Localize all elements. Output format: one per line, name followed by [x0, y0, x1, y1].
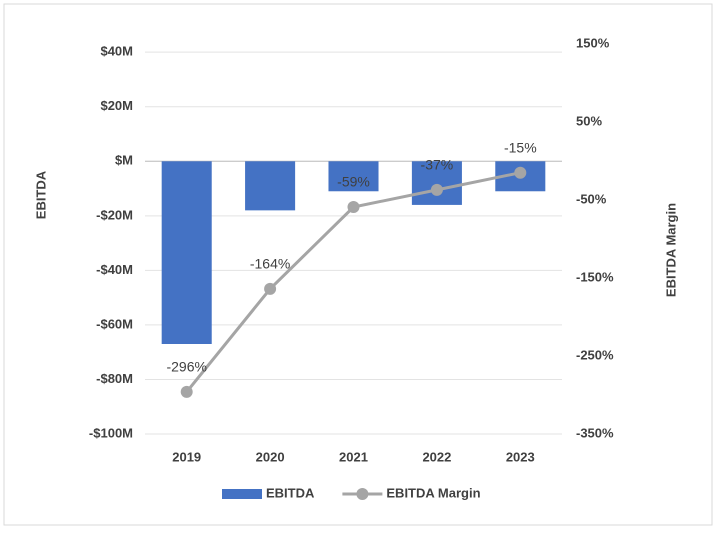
legend-label: EBITDA Margin [386, 485, 480, 500]
y2-axis-title: EBITDA Margin [663, 203, 678, 297]
y2-tick-label: -150% [576, 269, 614, 284]
y-tick-label: $40M [100, 44, 133, 59]
marker [347, 201, 360, 214]
data-label: -296% [166, 359, 206, 375]
bar [411, 161, 462, 205]
y-tick-label: -$100M [89, 425, 133, 440]
data-label: -164% [250, 256, 290, 272]
y-tick-label: -$80M [96, 371, 133, 386]
x-tick-label: 2020 [256, 449, 285, 464]
y-axis-title: EBITDA [33, 170, 48, 219]
marker [430, 183, 443, 196]
x-tick-label: 2023 [506, 449, 535, 464]
y2-tick-label: -350% [576, 425, 614, 440]
marker [264, 282, 277, 295]
y2-tick-label: -250% [576, 347, 614, 362]
data-label: -59% [337, 174, 370, 190]
y-tick-label: $20M [100, 98, 133, 113]
data-label: -37% [421, 157, 454, 173]
x-tick-label: 2022 [422, 449, 451, 464]
y-tick-label: $M [115, 153, 133, 168]
y2-tick-label: 50% [576, 113, 602, 128]
legend-label: EBITDA [266, 485, 315, 500]
y-tick-label: -$40M [96, 262, 133, 277]
y-tick-label: -$20M [96, 207, 133, 222]
bar [161, 161, 212, 344]
y2-tick-label: 150% [576, 35, 610, 50]
marker [180, 385, 193, 398]
x-tick-label: 2019 [172, 449, 201, 464]
bar [328, 161, 379, 192]
legend-marker [356, 488, 369, 500]
legend-swatch [222, 489, 262, 499]
marker [514, 166, 527, 179]
y-tick-label: -$60M [96, 316, 133, 331]
x-tick-label: 2021 [339, 449, 368, 464]
data-label: -15% [504, 139, 537, 155]
chart-frame [3, 3, 713, 526]
bar [245, 161, 296, 211]
y2-tick-label: -50% [576, 191, 607, 206]
